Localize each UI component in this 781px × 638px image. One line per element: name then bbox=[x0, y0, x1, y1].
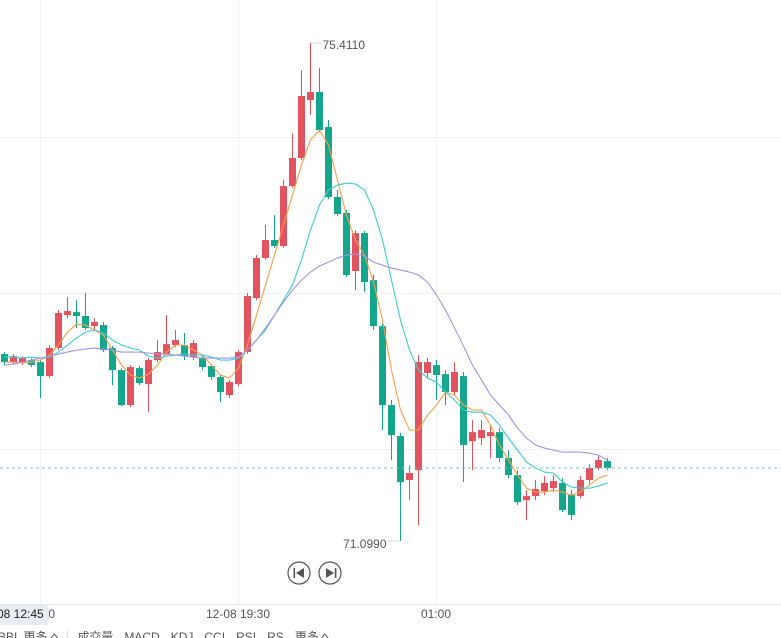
x-tick-label: 01:00 bbox=[421, 607, 451, 621]
moving-average-line bbox=[4, 182, 608, 489]
moving-average-line bbox=[4, 253, 608, 461]
indicator-tab[interactable]: KDJ bbox=[171, 630, 194, 638]
indicator-tab[interactable]: 更多 bbox=[295, 630, 319, 638]
candle-body bbox=[361, 233, 368, 283]
candle-body bbox=[64, 311, 71, 316]
candle-body bbox=[379, 326, 386, 406]
candle-body bbox=[91, 322, 98, 327]
indicator-tab[interactable]: BBI bbox=[0, 630, 17, 638]
low-label: 71.0990 bbox=[343, 537, 387, 551]
candle-body bbox=[604, 461, 611, 469]
candle-body bbox=[397, 436, 404, 483]
candle-body bbox=[73, 312, 80, 317]
indicator-tab[interactable]: MACD bbox=[124, 630, 160, 638]
candle-body bbox=[226, 382, 233, 396]
indicator-tab[interactable]: RSI bbox=[236, 630, 256, 638]
chevron-icon bbox=[320, 633, 329, 638]
candle-body bbox=[334, 197, 341, 215]
candle-body bbox=[55, 313, 62, 349]
candle-body bbox=[424, 362, 431, 374]
plot: 75.4110 71.0990 bbox=[0, 38, 781, 551]
candle-body bbox=[127, 367, 134, 406]
high-label: 75.4110 bbox=[323, 38, 366, 52]
crosshair-box bbox=[0, 605, 49, 625]
candle-body bbox=[172, 340, 179, 346]
candle-body bbox=[271, 240, 278, 247]
candle-body bbox=[199, 358, 206, 368]
candle-body bbox=[442, 374, 449, 393]
candle-body bbox=[451, 372, 458, 393]
candle-body bbox=[46, 348, 53, 377]
candle-body bbox=[433, 365, 440, 376]
candle-body bbox=[118, 370, 125, 406]
candle-body bbox=[514, 475, 521, 503]
indicator-tab[interactable]: CCI bbox=[204, 630, 225, 638]
candle-body bbox=[208, 366, 215, 378]
indicator-tab[interactable]: 成交量 bbox=[77, 629, 113, 638]
candle-body bbox=[550, 481, 557, 489]
candle-body bbox=[316, 92, 323, 131]
candle-body bbox=[307, 92, 314, 101]
crosshair-time: 08 12:45 bbox=[0, 607, 44, 621]
candle-body bbox=[415, 362, 422, 471]
indicator-tab[interactable]: 更多 bbox=[23, 630, 47, 638]
candle-body bbox=[109, 348, 116, 371]
candle-body bbox=[343, 212, 350, 276]
candle-body bbox=[244, 296, 251, 353]
candle-body bbox=[163, 344, 170, 355]
candle-body bbox=[100, 325, 107, 351]
candle-body bbox=[595, 460, 602, 469]
moving-average-line bbox=[4, 129, 608, 496]
candle-body bbox=[19, 358, 26, 364]
candle-body bbox=[469, 432, 476, 442]
candle-body bbox=[352, 233, 359, 272]
candle-body bbox=[37, 362, 44, 377]
candle-body bbox=[370, 280, 377, 327]
step-back-button[interactable] bbox=[287, 561, 311, 585]
candle-body bbox=[325, 127, 332, 198]
candle-body bbox=[586, 468, 593, 481]
candle-body bbox=[262, 240, 269, 259]
candle-body bbox=[280, 186, 287, 247]
step-forward-button[interactable] bbox=[318, 561, 342, 585]
candle-body bbox=[82, 316, 89, 329]
candle-body bbox=[559, 483, 566, 511]
candle-body bbox=[541, 483, 548, 492]
playback-controls bbox=[287, 561, 342, 585]
x-tick-label: 12-08 19:30 bbox=[206, 607, 270, 621]
candle-body bbox=[145, 360, 152, 385]
candle-body bbox=[154, 352, 161, 361]
candle-body bbox=[298, 95, 305, 159]
candle-body bbox=[487, 432, 494, 437]
candle-body bbox=[478, 430, 485, 439]
candle-body bbox=[136, 368, 143, 384]
candle-body bbox=[10, 356, 17, 363]
candle-body bbox=[181, 345, 188, 357]
chevron-icon bbox=[50, 633, 59, 638]
indicator-tab[interactable]: RS bbox=[267, 630, 284, 638]
candle-body bbox=[217, 377, 224, 393]
candle-body bbox=[406, 473, 413, 481]
candle-body bbox=[505, 458, 512, 476]
candle-body bbox=[523, 496, 530, 501]
candle-body bbox=[253, 258, 260, 299]
candle-body bbox=[289, 158, 296, 187]
candle-body bbox=[388, 405, 395, 436]
indicator-bar: BBI 更多 成交量 MACD KDJ CCI RSI RS 更多 bbox=[0, 629, 329, 638]
vertical-grid bbox=[40, 0, 437, 604]
candle-body bbox=[568, 495, 575, 516]
candle-body bbox=[1, 354, 8, 363]
